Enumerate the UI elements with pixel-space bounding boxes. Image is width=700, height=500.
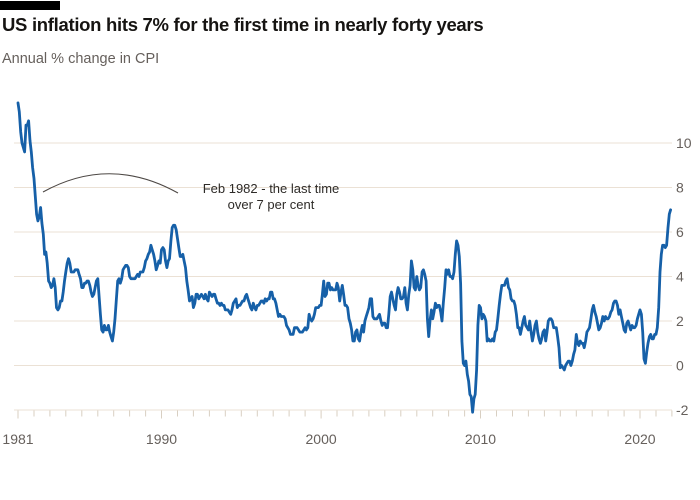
y-axis-label: 0	[676, 358, 684, 374]
y-axis-label: 8	[676, 180, 684, 196]
x-axis-label: 2020	[624, 431, 655, 447]
x-axis-label: 1981	[2, 431, 33, 447]
cpi-line	[16, 101, 672, 414]
chart-title: US inflation hits 7% for the first time …	[2, 14, 484, 35]
brand-bar	[0, 1, 60, 10]
y-axis-label: 2	[676, 313, 684, 329]
x-axis-label: 1990	[146, 431, 177, 447]
annotation-arrow-arc	[42, 173, 179, 194]
axis-labels: 10 8 6 4 2 0 -2 1981 1990 2000 2010 2020	[2, 135, 691, 447]
gridlines	[14, 142, 672, 411]
y-axis-label: -2	[676, 402, 689, 418]
y-axis-label: 6	[676, 224, 684, 240]
y-axis-label: 10	[676, 135, 692, 151]
annotation-line-2: over 7 per cent	[227, 196, 315, 212]
x-axis-label: 2000	[306, 431, 337, 447]
annotation-line-1: Feb 1982 - the last time	[202, 181, 340, 196]
annotation-feb-1982: Feb 1982 - the last time over 7 per cent	[186, 181, 356, 212]
y-axis-label: 4	[676, 269, 684, 285]
x-axis-ticks	[17, 410, 673, 419]
chart-subtitle: Annual % change in CPI	[2, 51, 160, 67]
x-axis-label: 2010	[465, 431, 496, 447]
